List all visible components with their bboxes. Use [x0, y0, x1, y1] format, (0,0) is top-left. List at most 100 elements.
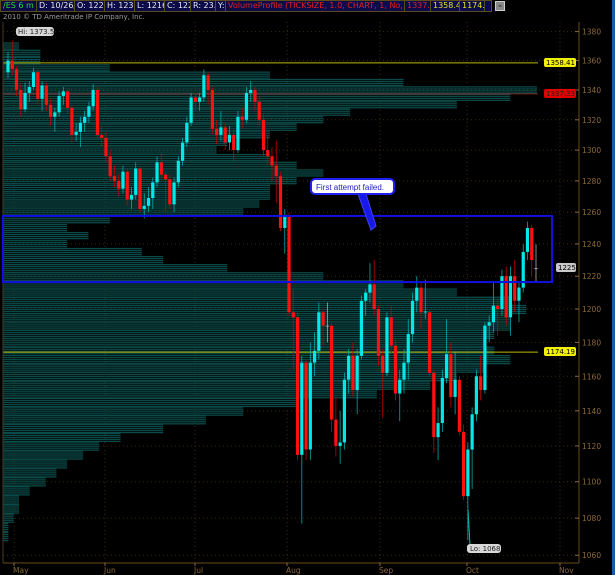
- candle-body: [91, 89, 95, 107]
- volume-profile-bar: [3, 348, 495, 350]
- volume-profile-bar: [3, 116, 324, 118]
- candle-body: [36, 72, 40, 99]
- annotation-text: First attempt failed.: [316, 183, 384, 192]
- volume-profile-bar: [3, 434, 121, 437]
- candle-body: [376, 309, 381, 356]
- volume-profile-bar: [3, 503, 20, 505]
- time-tick-label: Jul: [193, 566, 203, 575]
- volume-profile-bar: [3, 443, 100, 445]
- vah-price-tag: 1358.41: [544, 58, 576, 67]
- candle-body: [530, 227, 534, 260]
- volume-profile-bar: [3, 95, 511, 97]
- candle-body: [393, 345, 398, 394]
- volume-profile-bar: [3, 253, 142, 256]
- volume-profile-bar: [3, 421, 206, 423]
- candle-body: [427, 312, 432, 373]
- volume-profile-bar: [3, 331, 495, 334]
- volume-profile-bar: [3, 48, 20, 50]
- volume-profile-bar: [3, 179, 297, 181]
- volume-profile-bar: [3, 233, 89, 236]
- volume-profile-bar: [3, 62, 41, 65]
- volume-profile-bar: [3, 346, 495, 348]
- candle-body: [87, 106, 91, 117]
- volume-profile-bar: [3, 401, 297, 404]
- candle-body: [117, 180, 121, 189]
- candle-body: [432, 372, 436, 438]
- volume-profile-bar: [3, 335, 495, 338]
- chart-settings-icon[interactable]: ⌁: [495, 1, 505, 11]
- volume-profile-bar: [3, 463, 68, 465]
- candle-body: [249, 89, 253, 93]
- volume-profile-bar: [3, 70, 110, 72]
- y-readout: Y:: [218, 1, 226, 11]
- candle-body: [257, 101, 261, 120]
- volume-profile-bar: [3, 458, 84, 460]
- candle-body: [368, 284, 372, 293]
- volume-profile-bar: [3, 235, 89, 238]
- volume-profile-bar: [3, 372, 457, 374]
- candle-body: [487, 322, 491, 326]
- price-tick-label: 1160: [582, 372, 601, 381]
- volume-profile-bar: [3, 194, 270, 196]
- volume-profile-bar: [3, 144, 228, 146]
- candle-body: [470, 414, 474, 450]
- volume-profile-bar: [3, 344, 484, 346]
- symbol-label[interactable]: /ES 6 m D: [1, 1, 37, 11]
- volume-profile-bar: [3, 485, 46, 487]
- volume-profile-bar: [3, 522, 9, 525]
- candle-body: [444, 354, 449, 379]
- volume-profile-bar: [3, 53, 41, 55]
- volume-profile-bar: [3, 304, 527, 307]
- volume-profile-bar: [3, 513, 14, 515]
- price-tick-label: 1260: [582, 208, 601, 217]
- candle-body: [389, 317, 393, 346]
- volume-profile-bar: [3, 296, 511, 298]
- volume-profile-bar: [3, 239, 68, 242]
- candle-body: [312, 350, 317, 363]
- candle-body: [338, 442, 342, 446]
- volume-profile-bar: [3, 365, 484, 367]
- volume-profile-bar: [3, 294, 457, 296]
- volume-profile-bar: [3, 389, 377, 391]
- volume-profile-bar: [3, 131, 270, 133]
- volume-profile-bar: [3, 533, 9, 536]
- volume-profile-bar: [3, 167, 297, 169]
- volume-profile-bar: [3, 105, 457, 107]
- candle-body: [317, 312, 321, 351]
- volume-profile-bar: [3, 249, 142, 252]
- price-tick-label: 1320: [582, 116, 601, 125]
- resistance-box: [2, 214, 553, 284]
- study-value-poc: 1337.33: [407, 1, 431, 11]
- candle-body: [253, 89, 257, 102]
- low-readout: L: 1216.5: [135, 1, 165, 11]
- volume-profile-bar: [3, 88, 537, 90]
- study-label[interactable]: VolumeProfile (TICKSIZE, 1.0, CHART, 1, …: [226, 1, 405, 11]
- volume-profile-bar: [3, 501, 20, 503]
- volume-profile-bar: [3, 288, 457, 290]
- volume-profile-bar: [3, 431, 164, 434]
- volume-profile-bar: [3, 86, 537, 88]
- volume-profile-bar: [3, 361, 511, 363]
- candle-body: [500, 276, 504, 309]
- candle-body: [325, 325, 329, 327]
- candle-body: [193, 97, 197, 102]
- candle-body: [48, 104, 53, 117]
- last-tag-text: 1225: [558, 264, 576, 272]
- volume-profile-bar: [3, 323, 511, 325]
- volume-profile-bar: [3, 135, 270, 137]
- volume-profile-bar: [3, 393, 377, 395]
- candle-body: [534, 268, 538, 270]
- volume-profile-bar: [3, 210, 244, 212]
- time-tick-label: Jun: [103, 566, 116, 575]
- price-tick-label: 1220: [582, 272, 601, 281]
- poc-price-tag: 1337.33: [544, 89, 576, 98]
- volume-profile-bar: [3, 298, 511, 300]
- volume-profile-bar: [3, 90, 537, 92]
- volume-profile-bar: [3, 251, 142, 254]
- volume-profile-bar: [3, 405, 297, 408]
- candle-body: [219, 127, 223, 135]
- volume-profile-bar: [3, 103, 457, 105]
- candle-body: [172, 182, 176, 205]
- candle-body: [517, 287, 521, 301]
